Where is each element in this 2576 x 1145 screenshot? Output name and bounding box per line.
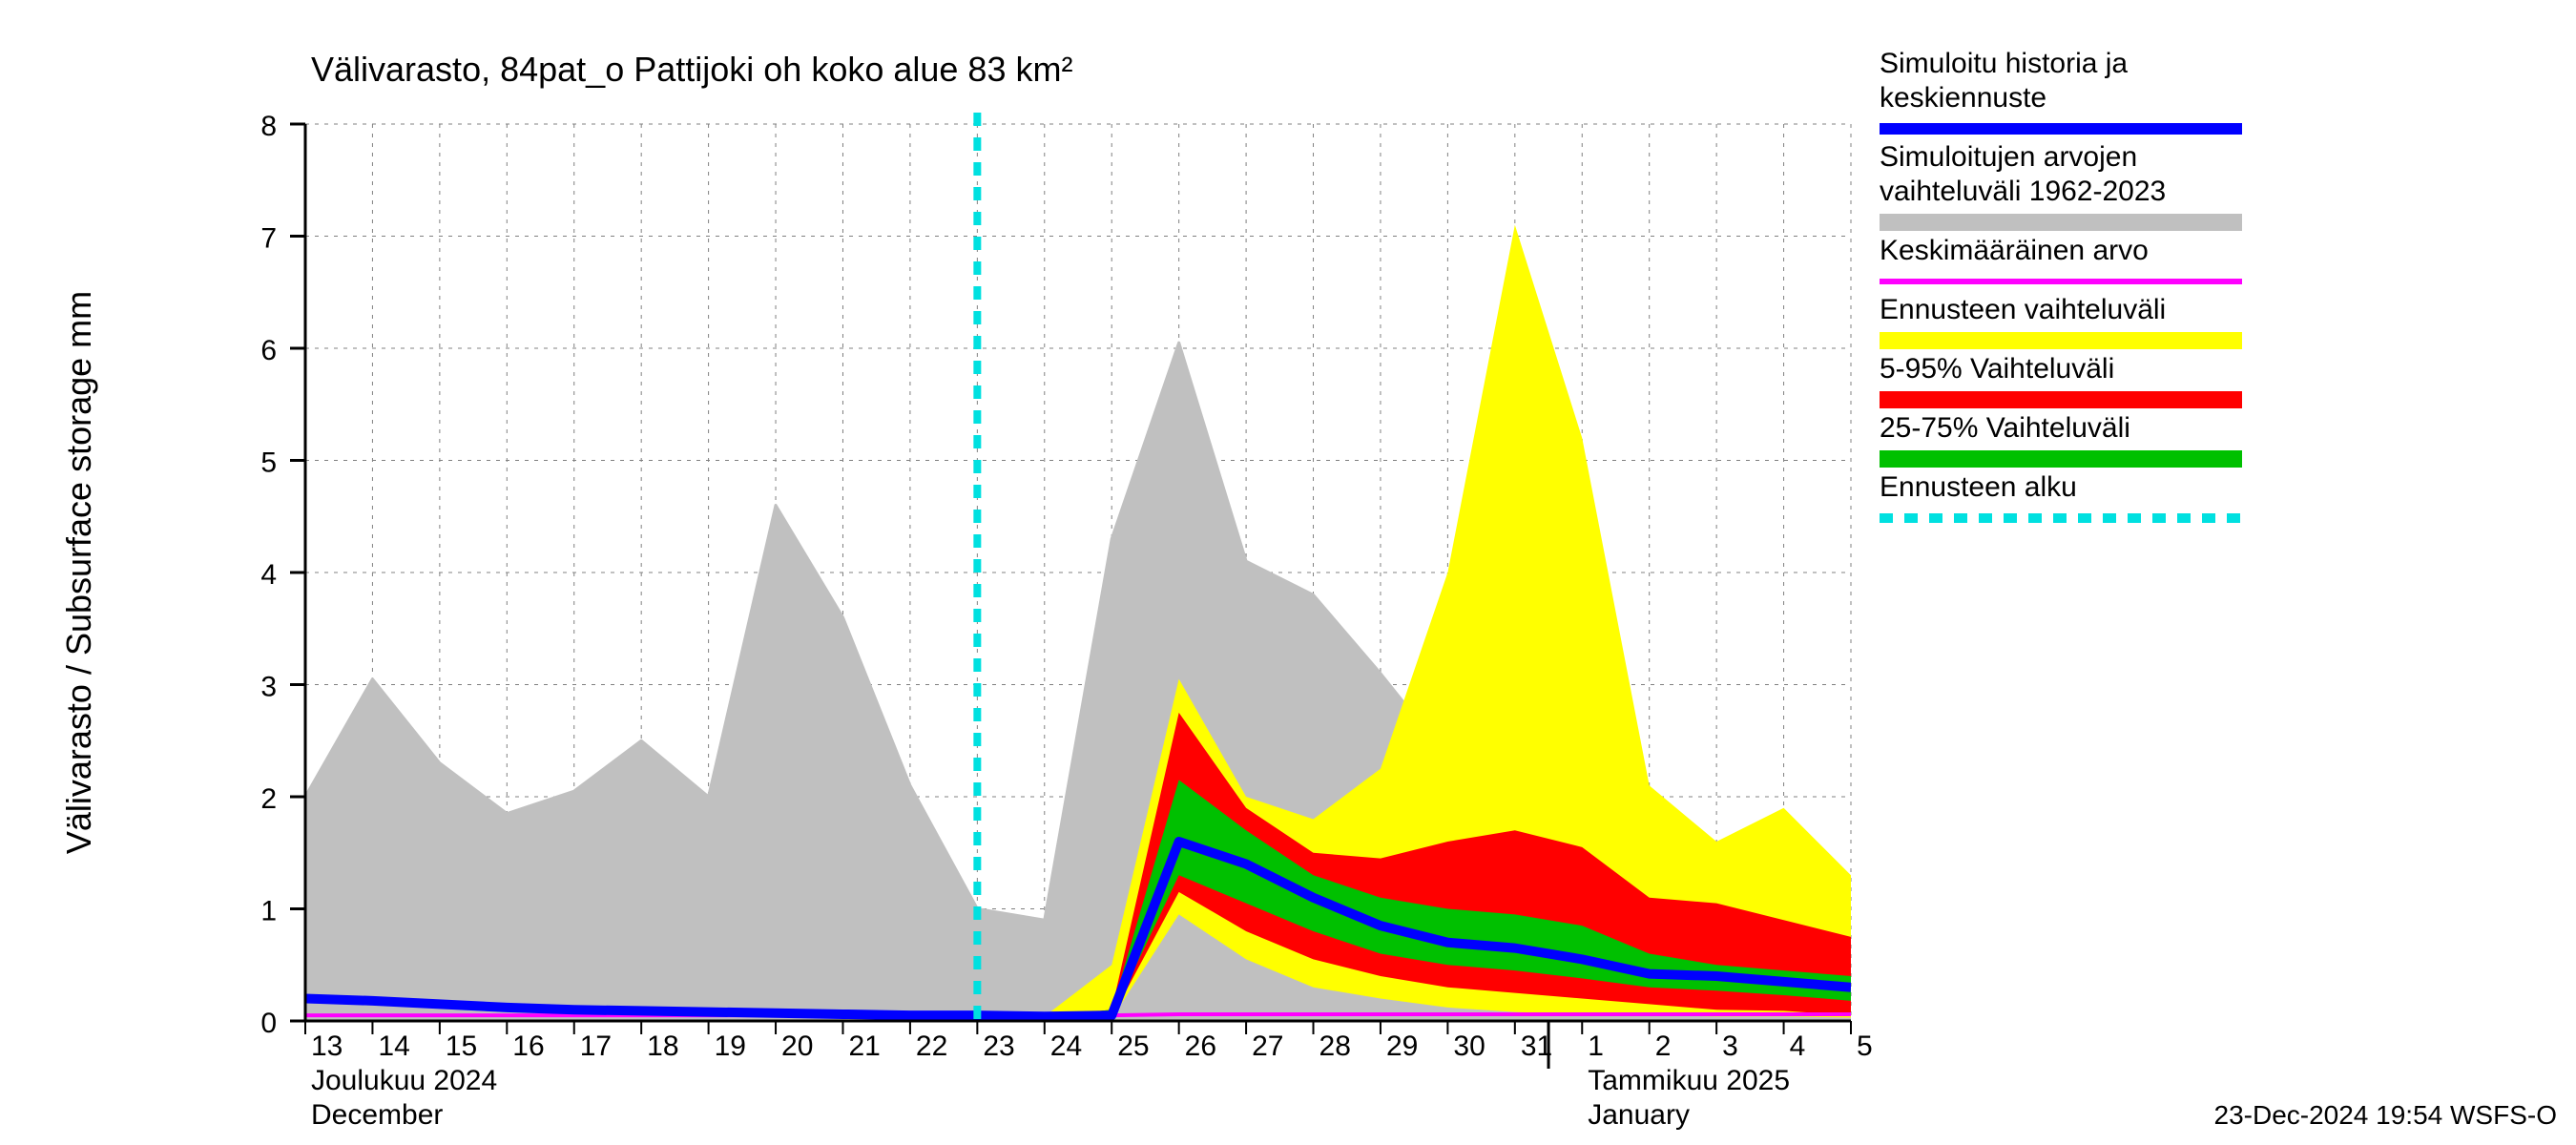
svg-text:25-75% Vaihteluväli: 25-75% Vaihteluväli [1880,412,2130,444]
svg-text:29: 29 [1386,1030,1418,1062]
svg-text:16: 16 [512,1030,544,1062]
svg-text:December: December [311,1099,443,1131]
svg-text:23: 23 [983,1030,1014,1062]
svg-text:30: 30 [1453,1030,1485,1062]
svg-text:21: 21 [848,1030,880,1062]
svg-text:1: 1 [260,896,277,927]
svg-text:4: 4 [260,559,277,591]
svg-text:Välivarasto / Subsurface stora: Välivarasto / Subsurface storage mm [59,291,98,854]
svg-text:24: 24 [1050,1030,1082,1062]
svg-text:Keskimääräinen arvo: Keskimääräinen arvo [1880,235,2149,266]
chart-svg: 0123456781314151617181920212223242526272… [0,0,2576,1145]
svg-text:Simuloitu historia ja: Simuloitu historia ja [1880,48,2128,79]
svg-text:keskiennuste: keskiennuste [1880,82,2046,114]
svg-text:Tammikuu 2025: Tammikuu 2025 [1588,1065,1790,1096]
svg-text:26: 26 [1185,1030,1216,1062]
svg-text:15: 15 [446,1030,477,1062]
svg-text:13: 13 [311,1030,343,1062]
svg-text:Ennusteen alku: Ennusteen alku [1880,471,2077,503]
svg-text:14: 14 [378,1030,409,1062]
svg-text:7: 7 [260,223,277,255]
svg-text:23-Dec-2024 19:54 WSFS-O: 23-Dec-2024 19:54 WSFS-O [2214,1100,2558,1130]
chart-container: 0123456781314151617181920212223242526272… [0,0,2576,1145]
svg-text:3: 3 [1722,1030,1738,1062]
svg-text:19: 19 [715,1030,746,1062]
svg-text:28: 28 [1319,1030,1351,1062]
svg-text:6: 6 [260,335,277,366]
svg-text:2: 2 [1655,1030,1672,1062]
svg-text:18: 18 [647,1030,678,1062]
svg-text:January: January [1588,1099,1690,1131]
svg-text:27: 27 [1252,1030,1283,1062]
svg-text:Ennusteen vaihteluväli: Ennusteen vaihteluväli [1880,294,2166,325]
svg-text:1: 1 [1588,1030,1604,1062]
svg-text:17: 17 [580,1030,612,1062]
svg-text:8: 8 [260,111,277,142]
svg-text:20: 20 [781,1030,813,1062]
svg-text:2: 2 [260,783,277,815]
svg-text:4: 4 [1790,1030,1806,1062]
svg-text:Simuloitujen arvojen: Simuloitujen arvojen [1880,141,2137,173]
svg-text:5: 5 [260,448,277,479]
svg-text:3: 3 [260,672,277,703]
svg-text:5: 5 [1857,1030,1873,1062]
svg-text:22: 22 [916,1030,947,1062]
svg-text:Välivarasto, 84pat_o Pattijoki: Välivarasto, 84pat_o Pattijoki oh koko a… [311,50,1072,89]
svg-text:Joulukuu 2024: Joulukuu 2024 [311,1065,497,1096]
svg-text:5-95% Vaihteluväli: 5-95% Vaihteluväli [1880,353,2114,385]
svg-text:25: 25 [1117,1030,1149,1062]
svg-text:vaihteluväli 1962-2023: vaihteluväli 1962-2023 [1880,176,2166,207]
svg-text:0: 0 [260,1008,277,1039]
